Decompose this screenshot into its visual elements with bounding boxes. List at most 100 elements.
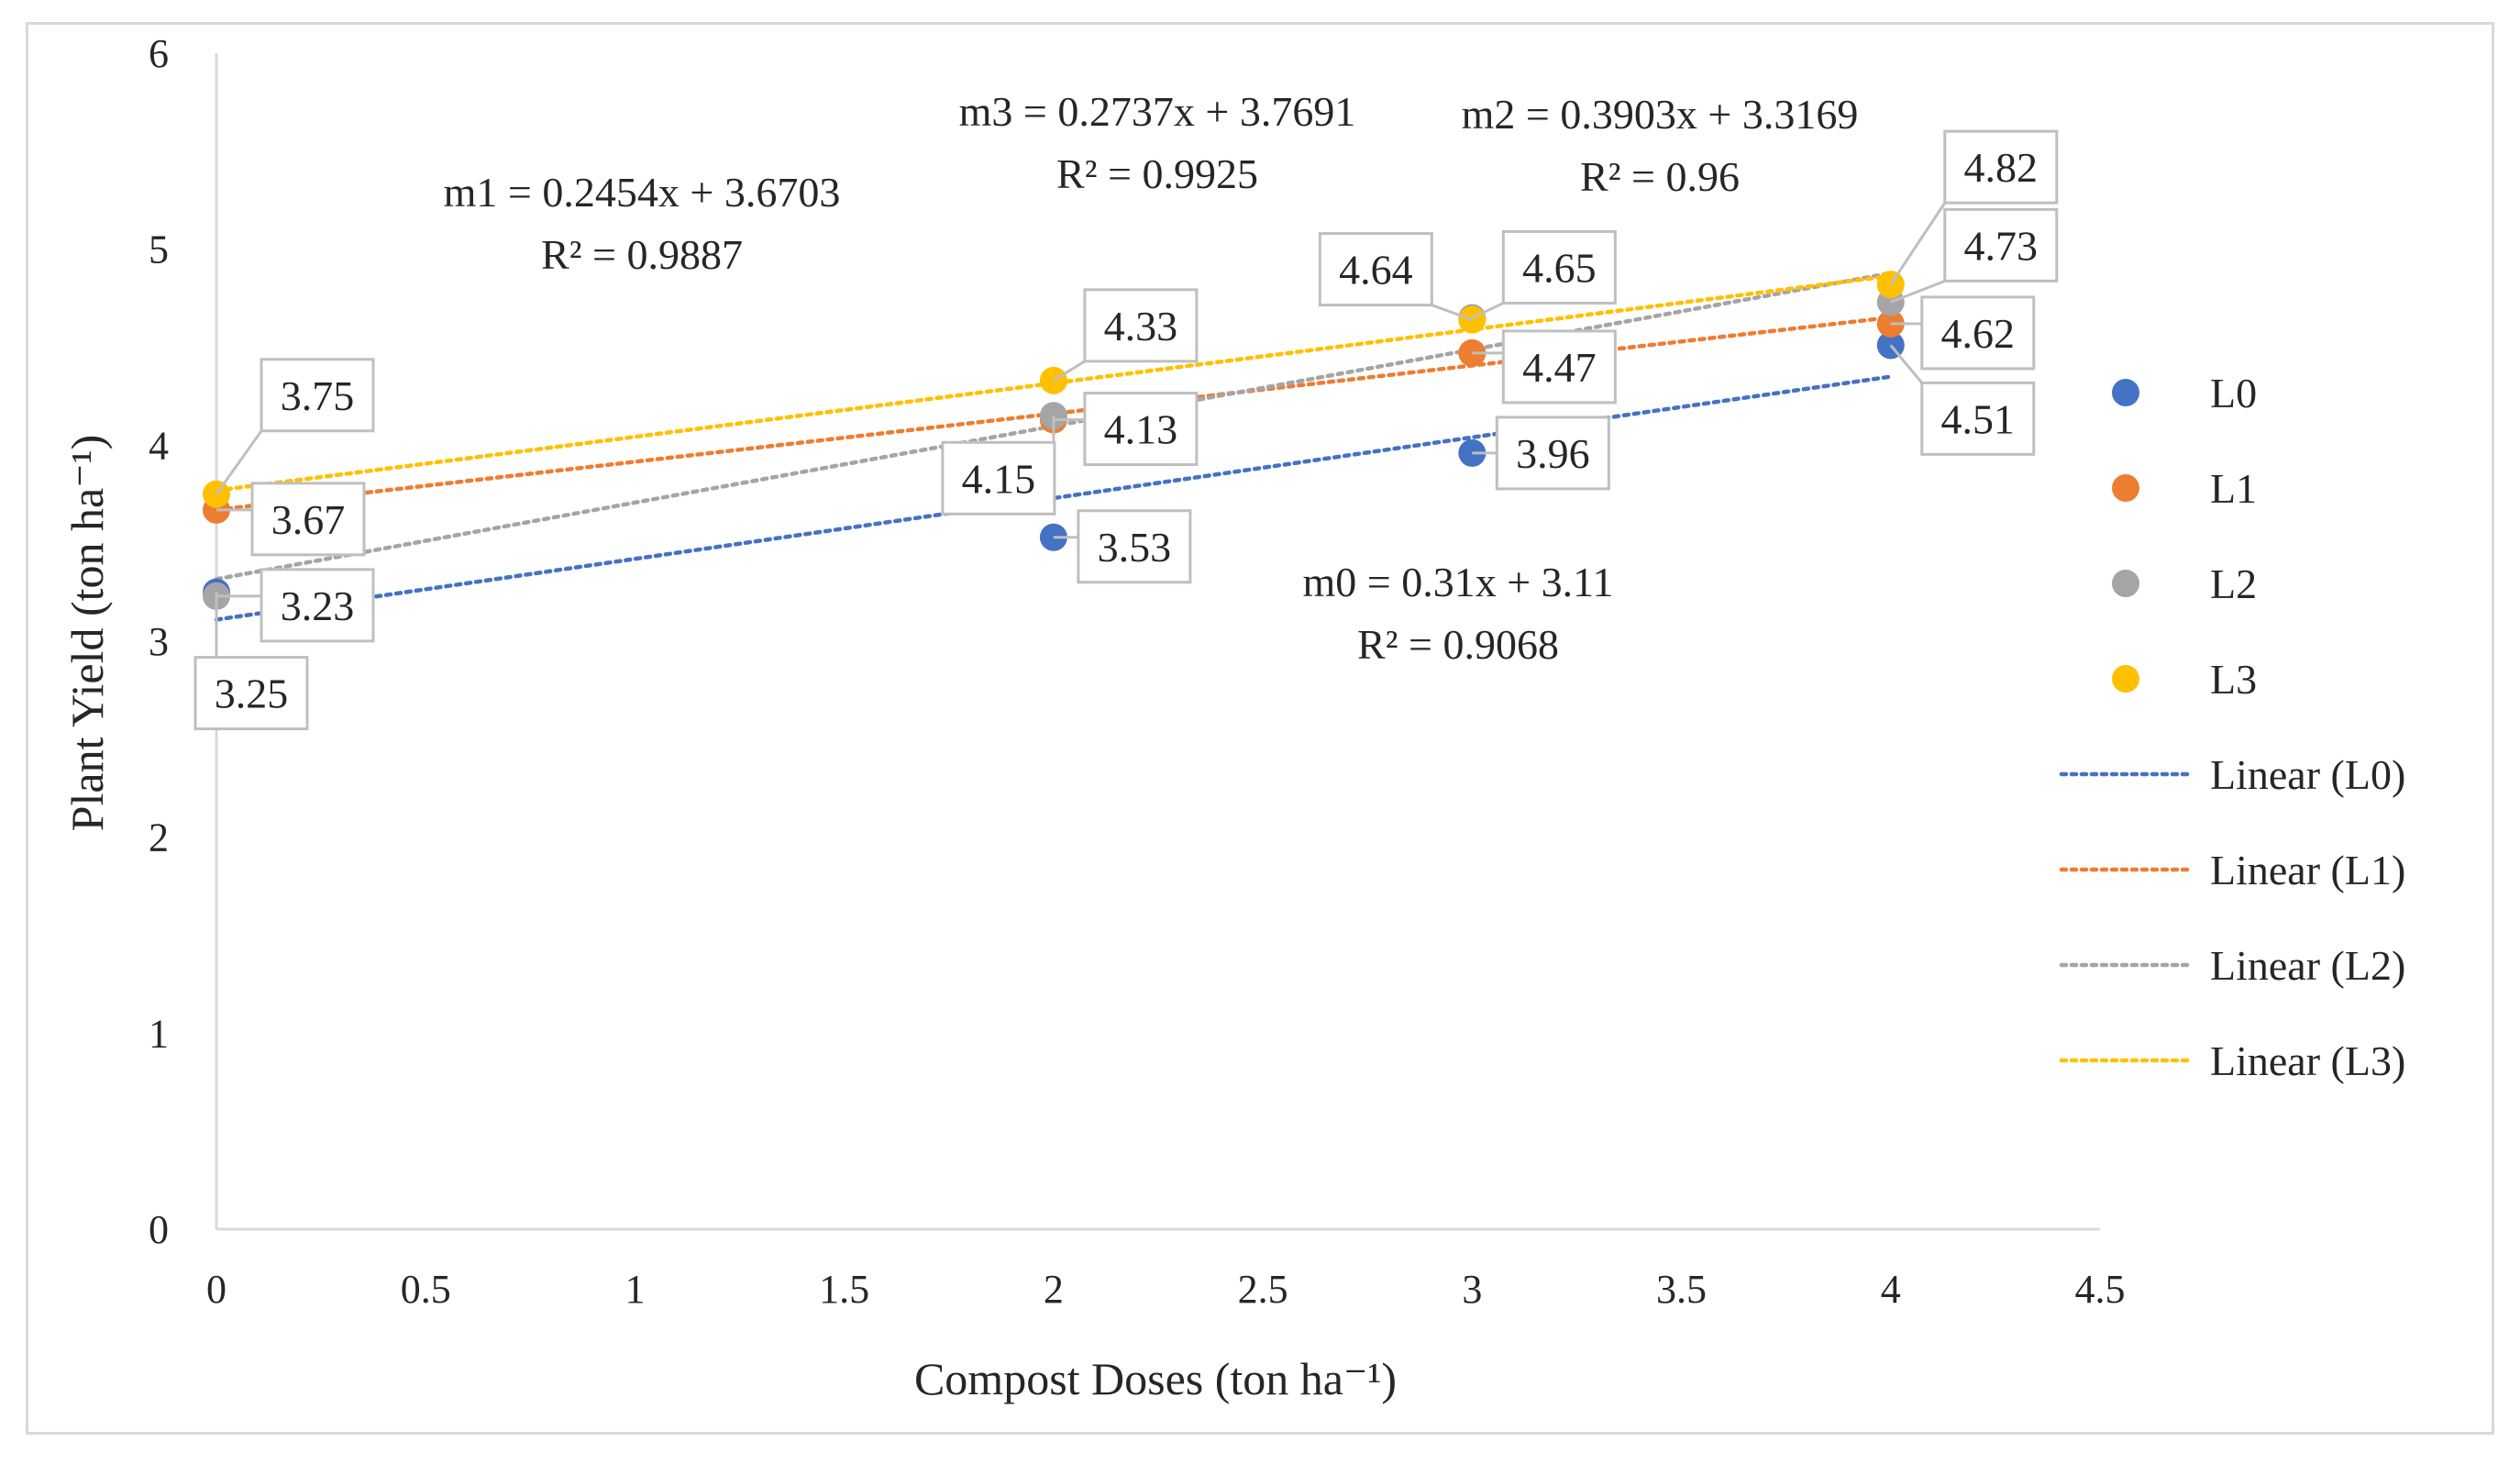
legend-item-l1: L1 bbox=[2112, 465, 2257, 512]
equation-text: m1 = 0.2454x + 3.6703 bbox=[444, 169, 841, 216]
leader-line bbox=[1053, 360, 1086, 383]
legend-item-trend-l3: Linear (L3) bbox=[2059, 1037, 2405, 1084]
legend-label: Linear (L2) bbox=[2210, 942, 2405, 989]
label-text: 3.96 bbox=[1516, 430, 1590, 477]
label-text: 4.47 bbox=[1522, 344, 1597, 391]
label-text: 3.53 bbox=[1098, 524, 1172, 571]
x-tick-label: 3.5 bbox=[1656, 1267, 1707, 1312]
leader-line bbox=[1471, 302, 1504, 319]
label-box bbox=[260, 358, 375, 433]
y-tick-label: 4 bbox=[149, 423, 169, 468]
legend-label: L0 bbox=[2210, 370, 2257, 416]
label-text: 4.73 bbox=[1964, 222, 2039, 269]
label-text: 4.33 bbox=[1104, 303, 1178, 349]
data-label-l0: 3.25 bbox=[193, 592, 309, 731]
y-tick-label: 3 bbox=[149, 619, 169, 664]
legend-label: Linear (L1) bbox=[2210, 847, 2405, 893]
legend-label: L2 bbox=[2210, 560, 2257, 607]
y-tick-label: 0 bbox=[149, 1207, 169, 1252]
data-label-l0: 3.96 bbox=[1472, 416, 1610, 491]
legend-label: L1 bbox=[2210, 465, 2257, 512]
leader-line bbox=[1431, 304, 1473, 321]
x-tick-label: 1.5 bbox=[819, 1267, 869, 1312]
label-text: 4.65 bbox=[1522, 244, 1597, 291]
label-box bbox=[1920, 295, 2036, 371]
trend-equation-l3: m3 = 0.2737x + 3.7691 R² = 0.9925 bbox=[959, 88, 1356, 197]
data-label-l3: 4.82 bbox=[1889, 129, 2059, 285]
x-tick-label: 4 bbox=[1881, 1267, 1901, 1312]
data-label-l2: 3.23 bbox=[216, 568, 375, 643]
trend-equation-l0: m0 = 0.31x + 3.11 R² = 0.9068 bbox=[1303, 559, 1614, 668]
label-box bbox=[941, 440, 1056, 516]
leader-line bbox=[1889, 202, 1947, 285]
leader-line bbox=[1890, 279, 1946, 304]
y-tick-label: 1 bbox=[149, 1011, 169, 1056]
chart-frame bbox=[26, 22, 2494, 1435]
leader-line bbox=[1889, 344, 1923, 384]
label-text: 4.13 bbox=[1104, 406, 1178, 453]
label-text: 4.82 bbox=[1964, 144, 2039, 191]
trendline-l3 bbox=[214, 273, 1894, 493]
label-box bbox=[1318, 232, 1433, 307]
label-box bbox=[1083, 288, 1199, 363]
equation-text: m0 = 0.31x + 3.11 bbox=[1303, 559, 1614, 605]
label-box bbox=[1501, 229, 1617, 305]
legend-item-trend-l2: Linear (L2) bbox=[2059, 942, 2405, 989]
label-box bbox=[1495, 416, 1610, 491]
data-label-l0: 4.51 bbox=[1889, 344, 2036, 456]
data-label-l2: 4.15 bbox=[941, 416, 1056, 516]
data-label-l1: 3.67 bbox=[216, 482, 366, 557]
data-label-l3: 3.75 bbox=[215, 358, 375, 495]
r-squared-text: R² = 0.9887 bbox=[541, 231, 743, 278]
x-tick-label: 4.5 bbox=[2075, 1267, 2126, 1312]
x-tick-label: 2 bbox=[1044, 1267, 1064, 1312]
y-tick-label: 6 bbox=[149, 31, 169, 76]
legend-marker bbox=[2112, 379, 2139, 406]
legend-marker bbox=[2112, 474, 2139, 502]
data-label-l1: 4.47 bbox=[1472, 329, 1617, 405]
label-text: 4.51 bbox=[1941, 395, 2016, 442]
label-text: 3.25 bbox=[215, 671, 289, 717]
axes-layer: 0 1 2 3 4 5 6 0 0.5 1 1.5 2 2.5 3 3.5 4 4.5 bbox=[149, 31, 2126, 1312]
trend-equation-l2: m2 = 0.3903x + 3.3169 R² = 0.96 bbox=[1462, 91, 1859, 200]
label-box bbox=[1083, 392, 1199, 467]
equation-text: m2 = 0.3903x + 3.3169 bbox=[1462, 91, 1859, 138]
data-label-l3: 4.64 bbox=[1318, 232, 1473, 321]
equations-layer: m0 = 0.31x + 3.11 R² = 0.9068 m1 = 0.2454x… bbox=[444, 88, 1859, 668]
data-label-l1: 4.13 bbox=[1053, 392, 1199, 467]
equation-text: m3 = 0.2737x + 3.7691 bbox=[959, 88, 1356, 135]
label-box bbox=[1943, 207, 2059, 283]
label-text: 4.64 bbox=[1339, 247, 1413, 294]
y-tick-label: 5 bbox=[149, 227, 169, 272]
label-text: 4.15 bbox=[962, 455, 1036, 502]
label-box bbox=[250, 482, 366, 557]
r-squared-text: R² = 0.9068 bbox=[1357, 621, 1559, 668]
legend-label: L3 bbox=[2210, 656, 2257, 703]
label-box bbox=[1920, 381, 2036, 456]
legend-marker bbox=[2112, 570, 2139, 597]
label-text: 3.75 bbox=[281, 372, 355, 419]
label-text: 3.67 bbox=[271, 496, 346, 543]
label-box bbox=[1943, 129, 2059, 205]
data-label-l3: 4.33 bbox=[1053, 288, 1199, 383]
label-box bbox=[1077, 509, 1192, 584]
data-label-l2: 4.73 bbox=[1890, 207, 2059, 304]
data-label-l0: 3.53 bbox=[1053, 509, 1192, 584]
r-squared-text: R² = 0.9925 bbox=[1056, 150, 1258, 197]
leader-line bbox=[215, 429, 263, 495]
label-text: 3.23 bbox=[281, 582, 355, 629]
x-tick-label: 1 bbox=[624, 1267, 645, 1312]
label-box bbox=[260, 568, 375, 643]
label-box bbox=[1501, 329, 1617, 405]
legend: L0 L1 L2 L3 Linear (L0) Linear (L1) Linear (L2… bbox=[2059, 370, 2405, 1084]
label-box bbox=[193, 656, 309, 731]
points-layer bbox=[203, 271, 1905, 610]
r-squared-text: R² = 0.96 bbox=[1580, 153, 1740, 200]
data-labels-layer: 3.25 3.53 3.96 4.51 3.67 4.13 4.47 4.62 3.23 4.15… bbox=[193, 129, 2059, 731]
y-axis-title: Plant Yield (ton ha⁻¹) bbox=[61, 435, 113, 832]
y-tick-label: 2 bbox=[149, 815, 169, 860]
x-tick-label: 2.5 bbox=[1238, 1267, 1288, 1312]
x-tick-label: 0 bbox=[206, 1267, 227, 1312]
legend-label: Linear (L0) bbox=[2210, 751, 2405, 798]
